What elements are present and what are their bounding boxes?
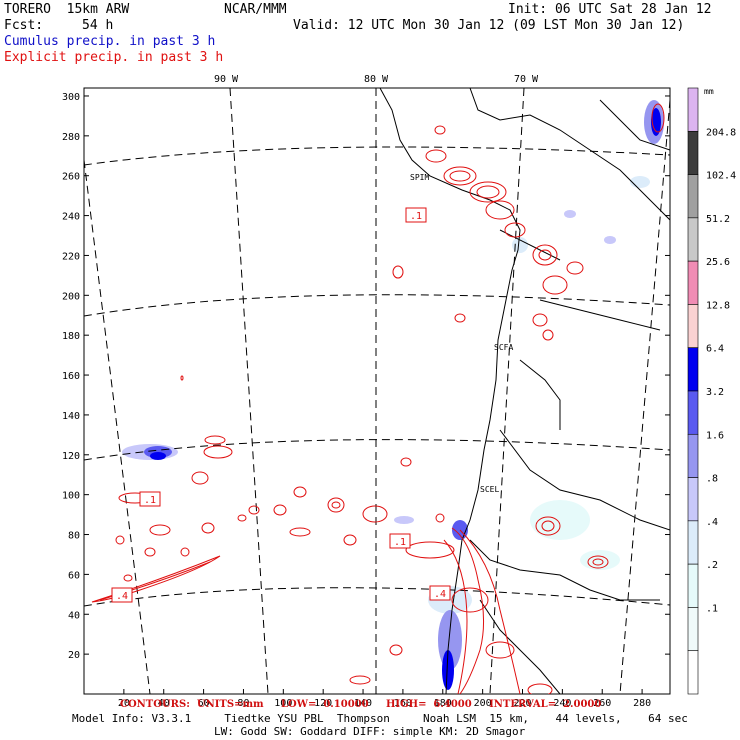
colorbar-label: 25.6 — [706, 257, 730, 268]
colorbar-swatch — [687, 260, 699, 305]
colorbar-label: 51.2 — [706, 214, 730, 225]
station-label: SCEL — [480, 485, 499, 494]
y-tick-label: 220 — [62, 251, 80, 262]
y-tick-label: 40 — [68, 610, 80, 621]
colorbar-swatch — [687, 477, 699, 522]
graticule-lon — [84, 88, 670, 694]
lon-label: 70 W — [514, 74, 539, 85]
x-tick-label: 80 — [237, 698, 249, 709]
colorbar-swatch — [687, 390, 699, 435]
model-title: TORERO 15km ARW — [4, 2, 130, 17]
x-tick-label: 220 — [513, 698, 531, 709]
colorbar-label: .4 — [706, 517, 718, 528]
colorbar-swatch — [687, 607, 699, 652]
y-tick-label: 200 — [62, 291, 80, 302]
x-tick-label: 180 — [434, 698, 452, 709]
colorbar-label: 1.6 — [706, 430, 724, 441]
y-tick-label: 100 — [62, 491, 80, 502]
contour-box: .1 — [389, 533, 411, 549]
x-tick-label: 60 — [198, 698, 210, 709]
valid-time: Valid: 12 UTC Mon 30 Jan 12 (09 LST Mon … — [293, 18, 685, 33]
y-tick-label: 180 — [62, 331, 80, 342]
colorbar-swatch — [687, 130, 699, 175]
contour-box: .1 — [139, 491, 161, 507]
plot-frame — [83, 87, 671, 695]
y-tick-label: 60 — [68, 570, 80, 581]
colorbar-label: 102.4 — [706, 171, 736, 182]
contour-box: .1 — [405, 207, 427, 223]
colorbar-swatch — [687, 433, 699, 478]
x-tick-label: 260 — [593, 698, 611, 709]
y-axis: 300 280 260 240 220 200 180 160 140 120 100 80 60 40 2… — [62, 92, 670, 661]
colorbar-swatch — [687, 87, 699, 132]
svg-text:.1: .1 — [144, 495, 156, 506]
svg-text:.4: .4 — [434, 589, 446, 600]
physics-info: LW: Godd SW: Goddard DIFF: simple KM: 2D… — [214, 725, 526, 738]
x-tick-label: 240 — [553, 698, 571, 709]
x-axis: 20 40 60 80 100 120 140 160 180 200 220 240 260 280 — [118, 689, 651, 709]
coastline — [379, 88, 670, 694]
colorbar-label: 3.2 — [706, 387, 724, 398]
cumulus-legend: Cumulus precip. in past 3 h — [4, 34, 216, 49]
colorbar-label: .8 — [706, 474, 718, 485]
y-tick-label: 120 — [62, 451, 80, 462]
y-tick-label: 260 — [62, 172, 80, 183]
contour-box: .4 — [429, 585, 451, 601]
x-tick-label: 160 — [394, 698, 412, 709]
lon-label: 80 W — [364, 74, 389, 85]
y-tick-label: 80 — [68, 531, 80, 542]
y-tick-label: 160 — [62, 371, 80, 382]
x-tick-label: 200 — [474, 698, 492, 709]
colorbar-label: 12.8 — [706, 300, 730, 311]
y-tick-label: 140 — [62, 411, 80, 422]
colorbar-swatch — [687, 563, 699, 608]
contour-box: .4 — [111, 587, 133, 603]
colorbar: 204.8 102.4 51.2 25.6 12.8 6.4 3.2 1.6 .8 .4 .2 .1 — [687, 87, 736, 695]
x-tick-label: 140 — [354, 698, 372, 709]
colorbar-swatch — [687, 174, 699, 219]
y-tick-label: 280 — [62, 132, 80, 143]
svg-text:.1: .1 — [394, 537, 406, 548]
org-label: NCAR/MMM — [224, 2, 287, 17]
fcst-label: Fcst: — [4, 18, 44, 33]
colorbar-label: .1 — [706, 603, 718, 614]
explicit-legend: Explicit precip. in past 3 h — [4, 50, 224, 65]
x-tick-label: 100 — [274, 698, 292, 709]
contour-value-boxes: .1 .1 .1 .4 .4 — [111, 207, 451, 603]
y-tick-label: 300 — [62, 92, 80, 103]
contours-info: CONTOURS: UNITS=mm LOW= 0.10000 HIGH= 6.… — [120, 699, 602, 710]
y-tick-label: 20 — [68, 650, 80, 661]
x-tick-label: 40 — [158, 698, 170, 709]
colorbar-label: .2 — [706, 560, 718, 571]
explicit-contour-layer — [91, 103, 665, 694]
colorbar-label: 204.8 — [706, 127, 736, 138]
fcst-value: 54 h — [82, 18, 114, 33]
x-tick-label: 120 — [314, 698, 332, 709]
station-label: SCFA — [494, 343, 513, 352]
colorbar-label: 6.4 — [706, 344, 724, 355]
svg-text:.4: .4 — [116, 591, 128, 602]
colorbar-swatch — [687, 217, 699, 262]
x-tick-label: 20 — [118, 698, 130, 709]
colorbar-swatch — [687, 304, 699, 349]
colorbar-swatch — [687, 650, 699, 695]
y-tick-label: 240 — [62, 212, 80, 223]
lon-label: 90 W — [214, 74, 239, 85]
colorbar-unit: mm — [704, 87, 714, 96]
svg-text:.1: .1 — [410, 211, 422, 222]
x-tick-label: 280 — [633, 698, 651, 709]
colorbar-swatch — [687, 520, 699, 565]
init-time: Init: 06 UTC Sat 28 Jan 12 — [508, 2, 712, 17]
graticule-lat — [84, 146, 670, 607]
colorbar-swatch — [687, 347, 699, 392]
station-label: SPIM — [410, 173, 429, 182]
model-info: Model Info: V3.3.1 Tiedtke YSU PBL Thomp… — [72, 712, 688, 725]
